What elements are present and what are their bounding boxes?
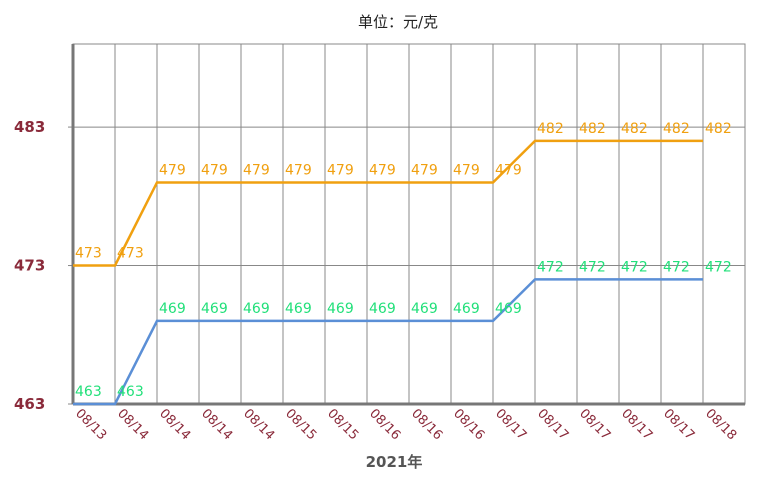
data-label: 479	[453, 162, 480, 178]
x-tick-label: 08/14	[114, 406, 151, 443]
data-label: 482	[579, 121, 606, 137]
data-label: 469	[285, 301, 312, 317]
data-label: 469	[159, 301, 186, 317]
data-label: 479	[411, 162, 438, 178]
data-label: 482	[537, 121, 564, 137]
grid	[68, 43, 746, 406]
data-labels: 473 473 479 479 479 479 479 479 479 479 479 482 482 4…	[75, 121, 732, 400]
data-label: 482	[663, 121, 690, 137]
series-line-0	[73, 139, 703, 267]
data-label: 469	[495, 301, 522, 317]
data-label: 479	[159, 162, 186, 178]
x-tick-label: 08/14	[198, 406, 235, 443]
data-label: 479	[243, 162, 270, 178]
data-label: 482	[621, 121, 648, 137]
data-label: 472	[705, 259, 732, 275]
x-tick-label: 08/15	[324, 406, 361, 443]
y-tick-label: 483	[14, 118, 45, 136]
data-label: 479	[201, 162, 228, 178]
data-label: 469	[201, 301, 228, 317]
data-label: 472	[621, 259, 648, 275]
x-tick-label: 08/16	[366, 406, 403, 443]
data-label: 463	[117, 384, 144, 400]
data-label: 463	[75, 384, 102, 400]
x-tick-label: 08/13	[72, 406, 109, 443]
data-label: 479	[495, 162, 522, 178]
data-label: 469	[411, 301, 438, 317]
x-tick-label: 08/14	[240, 406, 277, 443]
data-label: 479	[285, 162, 312, 178]
x-tick-label: 08/18	[702, 406, 739, 443]
y-tick-label: 473	[14, 257, 45, 275]
y-tick-label: 463	[14, 395, 45, 413]
chart-title: 单位：元/克	[358, 13, 438, 31]
x-tick-label: 08/17	[576, 406, 613, 443]
data-label: 469	[453, 301, 480, 317]
x-tick-label: 08/17	[534, 406, 571, 443]
series-lines	[73, 139, 703, 406]
x-tick-label: 08/16	[450, 406, 487, 443]
data-label: 482	[705, 121, 732, 137]
data-label: 472	[579, 259, 606, 275]
x-axis-ticks: 08/13 08/14 08/14 08/14 08/14 08/15 08/15 08/16…	[72, 406, 739, 443]
x-axis-label: 2021年	[366, 453, 423, 471]
x-tick-label: 08/14	[156, 406, 193, 443]
data-label: 472	[663, 259, 690, 275]
x-tick-label: 08/17	[492, 406, 529, 443]
data-label: 469	[369, 301, 396, 317]
y-axis-ticks: 463 473 483	[14, 118, 45, 413]
series-line-1	[73, 278, 703, 406]
x-tick-label: 08/16	[408, 406, 445, 443]
x-tick-label: 08/17	[660, 406, 697, 443]
data-label: 479	[369, 162, 396, 178]
data-label: 479	[327, 162, 354, 178]
data-label: 469	[243, 301, 270, 317]
data-label: 473	[117, 246, 144, 262]
data-label: 472	[537, 259, 564, 275]
data-label: 469	[327, 301, 354, 317]
x-tick-label: 08/17	[618, 406, 655, 443]
x-tick-label: 08/15	[282, 406, 319, 443]
data-label: 473	[75, 246, 102, 262]
